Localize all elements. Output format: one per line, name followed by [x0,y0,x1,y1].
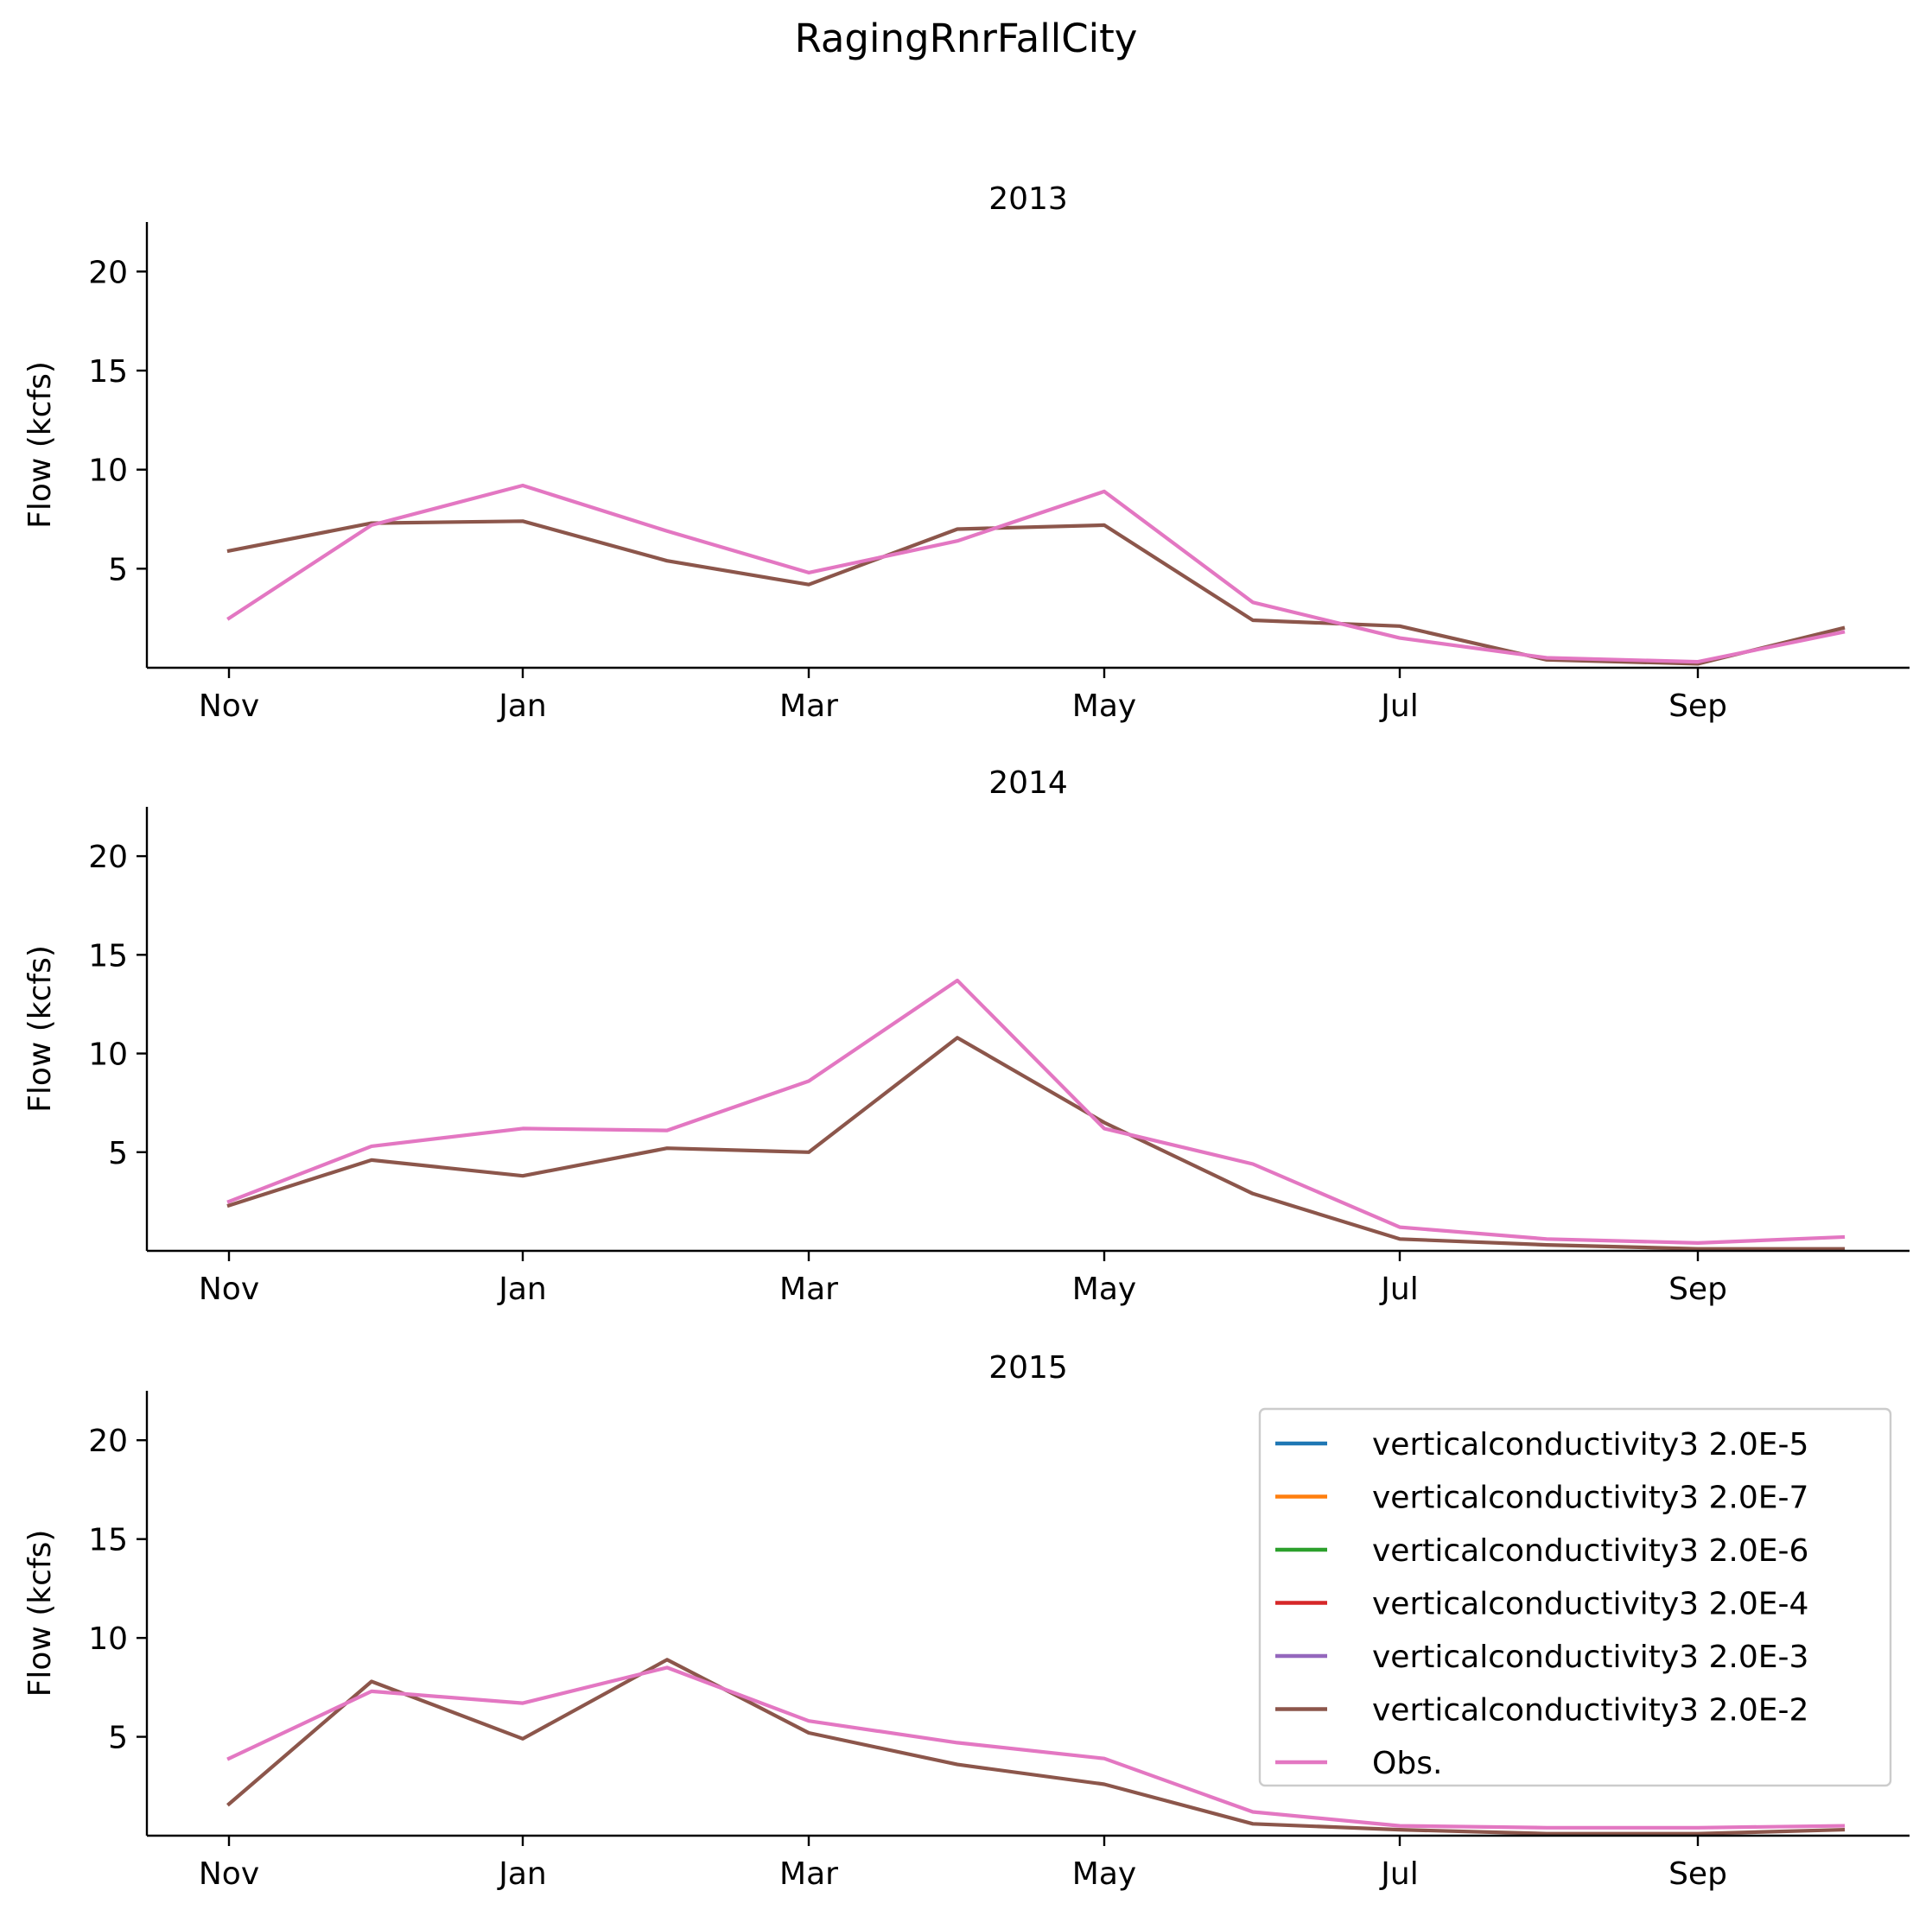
series-line [226,978,1846,1246]
y-tick-label: 15 [88,938,128,974]
x-tick-label: Nov [199,688,259,724]
x-tick-label: Mar [779,688,838,724]
legend-label: verticalconductivity3 2.0E-4 [1372,1587,1808,1622]
series-line [226,1658,1846,1836]
y-tick-label: 10 [88,1621,128,1657]
y-tick-label: 10 [88,454,128,489]
legend-label: verticalconductivity3 2.0E-5 [1372,1427,1808,1462]
subplot-title: 2015 [988,1350,1068,1386]
x-tick-label: Jan [497,1272,547,1307]
x-tick-label: Jan [497,1856,547,1892]
subplot-2015: 2015 Flow (kcfs) 5 10 15 20 Nov Jan Mar May Jul Sep [22,1350,1910,1892]
y-tick-label: 5 [108,1721,128,1756]
subplot-2013: 2013 Flow (kcfs) 5 10 15 20 Nov Jan Mar May Jul Sep [22,181,1910,724]
subplot-title: 2013 [988,181,1068,217]
legend-label: verticalconductivity3 2.0E-3 [1372,1640,1808,1675]
y-tick-label: 15 [88,354,128,390]
x-tick-label: Nov [199,1272,259,1307]
x-tick-label: Sep [1668,1856,1727,1892]
x-tick-label: Mar [779,1272,838,1307]
x-tick-label: Nov [199,1856,259,1892]
series-line [226,1036,1846,1251]
x-tick-label: May [1072,1856,1136,1892]
subplot-title: 2014 [988,765,1068,801]
x-tick-label: Jan [497,688,547,724]
legend-label: verticalconductivity3 2.0E-6 [1372,1533,1808,1569]
x-tick-label: Mar [779,1856,838,1892]
y-axis-label: Flow (kcfs) [22,945,58,1113]
series-line [226,519,1846,666]
y-tick-label: 20 [88,255,128,290]
series-line [226,1665,1846,1830]
series-line [226,483,1846,664]
x-tick-label: Sep [1668,1272,1727,1307]
x-tick-label: Jul [1379,688,1418,724]
y-tick-label: 20 [88,840,128,875]
x-tick-label: Sep [1668,688,1727,724]
y-tick-label: 20 [88,1424,128,1459]
legend-label: verticalconductivity3 2.0E-7 [1372,1481,1808,1516]
y-tick-label: 15 [88,1523,128,1558]
subplot-2014: 2014 Flow (kcfs) 5 10 15 20 Nov Jan Mar May Jul Sep [22,765,1910,1307]
y-tick-label: 10 [88,1037,128,1073]
x-tick-label: Jul [1379,1272,1418,1307]
legend: verticalconductivity3 2.0E-5 verticalcond… [1258,1407,1892,1787]
legend-frame [1258,1407,1892,1787]
figure-title: RagingRnrFallCity [794,16,1138,61]
y-axis-label: Flow (kcfs) [22,361,58,529]
y-tick-label: 5 [108,1136,128,1171]
x-tick-label: May [1072,688,1136,724]
legend-label: verticalconductivity3 2.0E-2 [1372,1693,1808,1729]
y-axis-label: Flow (kcfs) [22,1530,58,1697]
x-tick-label: Jul [1379,1856,1418,1892]
x-tick-label: May [1072,1272,1136,1307]
y-tick-label: 5 [108,552,128,587]
legend-label: Obs. [1372,1746,1442,1781]
